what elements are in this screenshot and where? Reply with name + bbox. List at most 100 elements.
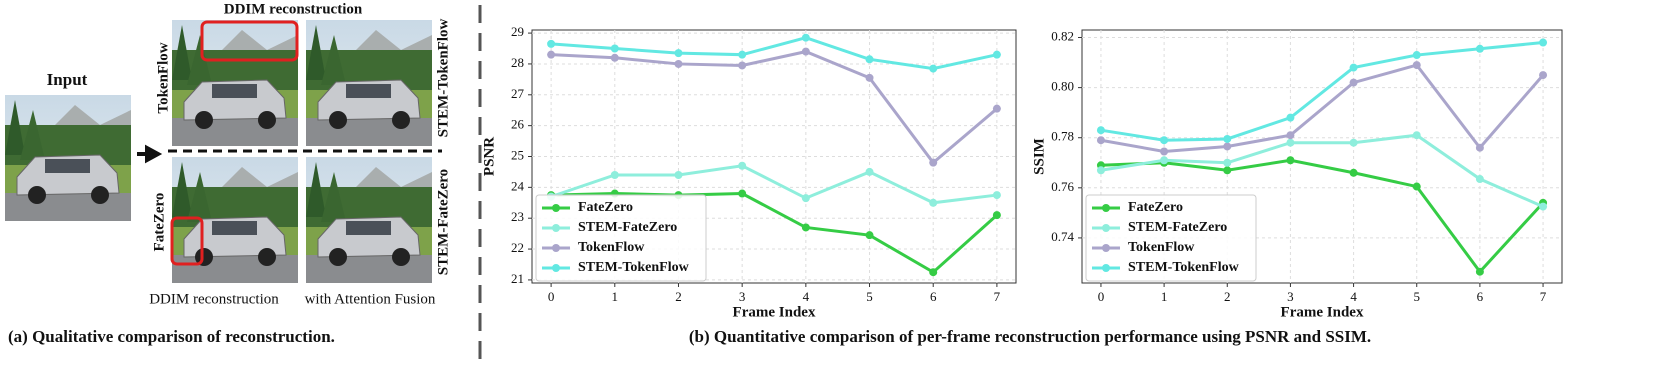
point — [738, 50, 747, 59]
x-tick-label: 6 — [930, 289, 937, 304]
point — [1160, 136, 1169, 145]
image — [171, 19, 299, 147]
legend-swatch — [552, 264, 560, 272]
point — [738, 189, 747, 198]
point — [674, 49, 683, 58]
y-tick-label: 29 — [511, 24, 524, 39]
caption: (a) Qualitative comparison of reconstruc… — [8, 327, 335, 346]
point — [1160, 147, 1169, 156]
legend-swatch — [1102, 244, 1110, 252]
point — [1286, 131, 1295, 140]
point — [929, 198, 938, 207]
y-tick-label: 0.78 — [1051, 129, 1074, 144]
point — [929, 64, 938, 73]
point — [1475, 143, 1484, 152]
legend-label: TokenFlow — [1128, 240, 1195, 255]
point — [992, 104, 1001, 113]
input-image — [4, 94, 132, 222]
highlight-box — [200, 20, 299, 62]
row-label: STEM-FateZero — [435, 169, 451, 275]
highlight-box — [170, 216, 204, 266]
point — [1475, 175, 1484, 184]
y-axis-label: SSIM — [1031, 138, 1047, 175]
point — [610, 53, 619, 62]
x-tick-label: 3 — [1287, 289, 1294, 304]
row-label: TokenFlow — [155, 42, 171, 113]
x-tick-label: 5 — [1413, 289, 1420, 304]
point — [865, 167, 874, 176]
legend-label: STEM-FateZero — [1128, 220, 1227, 235]
point — [610, 171, 619, 180]
point — [547, 39, 556, 48]
point — [801, 47, 810, 56]
point — [992, 191, 1001, 200]
y-tick-label: 0.76 — [1051, 179, 1074, 194]
point — [865, 55, 874, 64]
point — [1349, 63, 1358, 72]
image — [305, 156, 433, 284]
point — [1223, 134, 1232, 143]
column-label: with Attention Fusion — [305, 291, 436, 307]
legend-label: FateZero — [578, 200, 633, 215]
series-line — [1100, 158, 1545, 275]
point — [674, 59, 683, 68]
y-tick-label: 24 — [511, 178, 525, 193]
point — [1412, 131, 1421, 140]
y-tick-label: 28 — [511, 55, 524, 70]
y-tick-label: 21 — [511, 271, 524, 286]
point — [1349, 78, 1358, 87]
point — [674, 171, 683, 180]
arrow — [137, 144, 163, 164]
point — [1096, 136, 1105, 145]
x-tick-label: 7 — [994, 289, 1001, 304]
point — [1223, 142, 1232, 151]
row-label: STEM-TokenFlow — [435, 19, 451, 138]
x-tick-label: 6 — [1477, 289, 1484, 304]
point — [1539, 71, 1548, 80]
y-tick-label: 26 — [511, 117, 525, 132]
legend-label: TokenFlow — [578, 240, 645, 255]
x-tick-label: 2 — [1224, 289, 1231, 304]
x-tick-label: 7 — [1540, 289, 1547, 304]
x-tick-label: 5 — [866, 289, 873, 304]
x-axis-label: Frame Index — [1281, 304, 1364, 320]
point — [1096, 166, 1105, 175]
point — [1096, 126, 1105, 135]
legend-swatch — [1102, 264, 1110, 272]
point — [610, 44, 619, 53]
caption: (b) Quantitative comparison of per-frame… — [689, 327, 1371, 346]
series-line — [551, 50, 998, 165]
point — [547, 50, 556, 59]
legend-label: STEM-TokenFlow — [578, 260, 690, 275]
series-line — [551, 192, 998, 275]
y-tick-label: 23 — [511, 209, 524, 224]
row-label: FateZero — [151, 193, 167, 252]
x-tick-label: 4 — [1350, 289, 1357, 304]
x-axis-label: Frame Index — [733, 304, 816, 320]
point — [1539, 202, 1548, 211]
legend-label: STEM-TokenFlow — [1128, 260, 1240, 275]
y-tick-label: 27 — [511, 86, 525, 101]
point — [801, 223, 810, 232]
point — [1223, 158, 1232, 167]
point — [801, 194, 810, 203]
legend-swatch — [552, 244, 560, 252]
point — [801, 33, 810, 42]
y-tick-label: 22 — [511, 240, 524, 255]
point — [1475, 44, 1484, 53]
point — [1412, 51, 1421, 60]
point — [929, 268, 938, 277]
top-label: DDIM reconstruction — [224, 1, 363, 17]
image — [305, 19, 433, 147]
point — [992, 211, 1001, 220]
x-tick-label: 1 — [1161, 289, 1168, 304]
point — [1412, 61, 1421, 70]
x-tick-label: 4 — [803, 289, 810, 304]
series-line — [550, 164, 998, 205]
point — [738, 161, 747, 170]
y-tick-label: 0.74 — [1051, 229, 1074, 244]
x-tick-label: 0 — [1098, 289, 1105, 304]
legend-swatch — [552, 224, 560, 232]
point — [1475, 267, 1484, 276]
